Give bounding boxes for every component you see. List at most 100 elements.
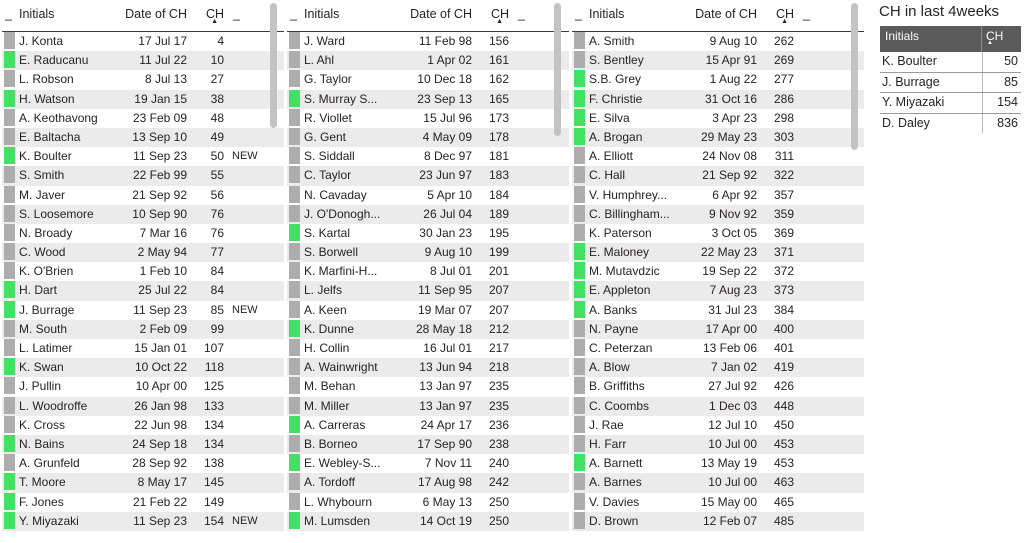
vertical-scrollbar[interactable]	[554, 3, 561, 136]
table-row[interactable]: N. Broady 7 Mar 16 76	[2, 223, 284, 243]
table-row[interactable]: A. Blow 7 Jan 02 419	[572, 358, 864, 378]
table-row[interactable]: D. Brown 12 Feb 07 485	[572, 511, 864, 531]
table-row[interactable]: C. Coombs 1 Dec 03 448	[572, 396, 864, 416]
panel-table-row[interactable]: J. Burrage 85	[880, 72, 1021, 93]
table-row[interactable]: H. Dart 25 Jul 22 84	[2, 281, 284, 301]
table-row[interactable]: S.B. Grey 1 Aug 22 277	[572, 70, 864, 89]
table-row[interactable]: M. Miller 13 Jan 97 235	[287, 396, 569, 416]
table-row[interactable]: B. Borneo 17 Sep 90 238	[287, 434, 569, 455]
table-row[interactable]: L. Jelfs 11 Sep 95 207	[287, 281, 569, 301]
table-row[interactable]: N. Payne 17 Apr 00 400	[572, 319, 864, 339]
column-header-ch[interactable]: CH	[775, 7, 794, 21]
table-row[interactable]: L. Robson 8 Jul 13 27	[2, 70, 284, 89]
table-row[interactable]: J. O'Donogh... 26 Jul 04 189	[287, 204, 569, 224]
table-row[interactable]: E. Webley-S... 7 Nov 11 240	[287, 454, 569, 473]
table-row[interactable]: K. Paterson 3 Oct 05 369	[572, 223, 864, 243]
table-row[interactable]: C. Hall 21 Sep 92 322	[572, 166, 864, 186]
panel-table-row[interactable]: Y. Miyazaki 154	[880, 93, 1021, 114]
table-row[interactable]: M. Behan 13 Jan 97 235	[287, 377, 569, 396]
table-row[interactable]: H. Watson 19 Jan 15 38	[2, 89, 284, 109]
vertical-scrollbar[interactable]	[270, 3, 277, 128]
vertical-scrollbar[interactable]	[851, 3, 858, 150]
column-header-date-of-ch[interactable]: Date of CH	[125, 7, 187, 21]
table-row[interactable]: R. Viollet 15 Jul 96 173	[287, 108, 569, 128]
table-row[interactable]: K. Boulter 11 Sep 23 50 NEW	[2, 147, 284, 166]
table-row[interactable]: C. Wood 2 May 94 77	[2, 243, 284, 263]
column-header-pad-right[interactable]: _	[233, 7, 240, 21]
table-row[interactable]: L. Woodroffe 26 Jan 98 133	[2, 396, 284, 416]
column-header-date-of-ch[interactable]: Date of CH	[410, 7, 472, 21]
table-row[interactable]: A. Grunfeld 28 Sep 92 138	[2, 454, 284, 473]
table-row[interactable]: B. Griffiths 27 Jul 92 426	[572, 377, 864, 396]
table-row[interactable]: J. Ward 11 Feb 98 156	[287, 32, 569, 51]
table-row[interactable]: L. Ahl 1 Apr 02 161	[287, 51, 569, 71]
table-row[interactable]: J. Konta 17 Jul 17 4	[2, 32, 284, 51]
column-header-initials[interactable]: Initials	[885, 29, 920, 43]
table-row[interactable]: J. Pullin 10 Apr 00 125	[2, 377, 284, 396]
table-row[interactable]: A. Keothavong 23 Feb 09 48	[2, 108, 284, 128]
table-row[interactable]: K. Cross 22 Jun 98 134	[2, 415, 284, 435]
table-row[interactable]: Y. Miyazaki 11 Sep 23 154 NEW	[2, 511, 284, 531]
table-row[interactable]: A. Wainwright 13 Jun 94 218	[287, 358, 569, 378]
table-row[interactable]: F. Jones 21 Feb 22 149	[2, 492, 284, 512]
table-row[interactable]: L. Whybourn 6 May 13 250	[287, 492, 569, 512]
panel-table-row[interactable]: K. Boulter 50	[880, 52, 1021, 73]
table-row[interactable]: S. Loosemore 10 Sep 90 76	[2, 204, 284, 224]
table-row[interactable]: C. Peterzan 13 Feb 06 401	[572, 339, 864, 358]
table-row[interactable]: J. Rae 12 Jul 10 450	[572, 415, 864, 435]
column-header-pad-left[interactable]: _	[575, 7, 582, 21]
table-row[interactable]: H. Collin 16 Jul 01 217	[287, 339, 569, 358]
column-header-date-of-ch[interactable]: Date of CH	[695, 7, 757, 21]
column-header-pad-right[interactable]: _	[803, 7, 810, 21]
column-header-initials[interactable]: Initials	[19, 7, 55, 21]
table-row[interactable]: S. Siddall 8 Dec 97 181	[287, 147, 569, 166]
table-row[interactable]: A. Banks 31 Jul 23 384	[572, 300, 864, 320]
table-row[interactable]: C. Taylor 23 Jun 97 183	[287, 166, 569, 186]
table-row[interactable]: E. Baltacha 13 Sep 10 49	[2, 127, 284, 148]
column-header-pad-left[interactable]: _	[5, 7, 12, 21]
column-header-ch[interactable]: CH ▲	[981, 26, 1021, 52]
panel-table-row[interactable]: D. Daley 836	[880, 113, 1021, 133]
table-row[interactable]: S. Kartal 30 Jan 23 195	[287, 223, 569, 243]
column-header-initials[interactable]: Initials	[304, 7, 340, 21]
table-row[interactable]: E. Appleton 7 Aug 23 373	[572, 281, 864, 301]
table-row[interactable]: M. South 2 Feb 09 99	[2, 319, 284, 339]
table-row[interactable]: S. Smith 22 Feb 99 55	[2, 166, 284, 186]
table-row[interactable]: H. Farr 10 Jul 00 453	[572, 434, 864, 455]
column-header-pad-right[interactable]: _	[518, 7, 525, 21]
table-row[interactable]: S. Borwell 9 Aug 10 199	[287, 243, 569, 263]
table-row[interactable]: M. Javer 21 Sep 92 56	[2, 185, 284, 205]
table-row[interactable]: S. Murray S... 23 Sep 13 165	[287, 89, 569, 109]
table-row[interactable]: T. Moore 8 May 17 145	[2, 473, 284, 493]
table-row[interactable]: A. Keen 19 Mar 07 207	[287, 300, 569, 320]
table-row[interactable]: E. Maloney 22 May 23 371	[572, 243, 864, 263]
column-header-ch[interactable]: CH	[205, 7, 224, 21]
table-row[interactable]: K. Dunne 28 May 18 212	[287, 319, 569, 339]
table-row[interactable]: A. Brogan 29 May 23 303	[572, 127, 864, 148]
table-row[interactable]: G. Gent 4 May 09 178	[287, 127, 569, 148]
table-row[interactable]: G. Taylor 10 Dec 18 162	[287, 70, 569, 89]
table-row[interactable]: K. Swan 10 Oct 22 118	[2, 358, 284, 378]
table-row[interactable]: N. Bains 24 Sep 18 134	[2, 434, 284, 455]
table-row[interactable]: E. Raducanu 11 Jul 22 10	[2, 51, 284, 71]
table-row[interactable]: A. Barnett 13 May 19 453	[572, 454, 864, 473]
table-row[interactable]: A. Barnes 10 Jul 00 463	[572, 473, 864, 493]
table-row[interactable]: K. Marfini-H... 8 Jul 01 201	[287, 262, 569, 281]
table-row[interactable]: F. Christie 31 Oct 16 286	[572, 89, 864, 109]
table-row[interactable]: E. Silva 3 Apr 23 298	[572, 108, 864, 128]
table-row[interactable]: V. Davies 15 May 00 465	[572, 492, 864, 512]
column-header-ch[interactable]: CH	[490, 7, 509, 21]
table-row[interactable]: A. Carreras 24 Apr 17 236	[287, 415, 569, 435]
table-row[interactable]: J. Burrage 11 Sep 23 85 NEW	[2, 300, 284, 320]
column-header-pad-left[interactable]: _	[290, 7, 297, 21]
table-row[interactable]: K. O'Brien 1 Feb 10 84	[2, 262, 284, 281]
table-row[interactable]: A. Tordoff 17 Aug 98 242	[287, 473, 569, 493]
table-row[interactable]: M. Lumsden 14 Oct 19 250	[287, 511, 569, 531]
table-row[interactable]: C. Billingham... 9 Nov 92 359	[572, 204, 864, 224]
table-row[interactable]: M. Mutavdzic 19 Sep 22 372	[572, 262, 864, 281]
table-row[interactable]: N. Cavaday 5 Apr 10 184	[287, 185, 569, 205]
table-row[interactable]: V. Humphrey... 6 Apr 92 357	[572, 185, 864, 205]
table-row[interactable]: S. Bentley 15 Apr 91 269	[572, 51, 864, 71]
column-header-initials[interactable]: Initials	[589, 7, 625, 21]
table-row[interactable]: A. Elliott 24 Nov 08 311	[572, 147, 864, 166]
